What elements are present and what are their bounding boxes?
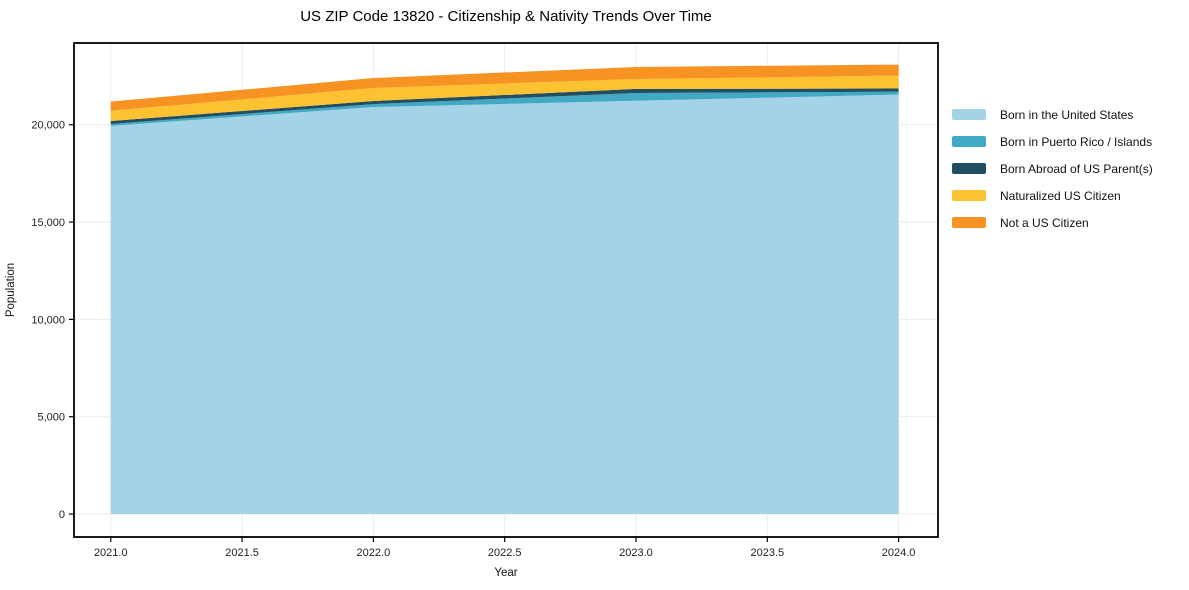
legend-label: Born in Puerto Rico / Islands [1000, 134, 1153, 149]
legend-item: Born in the United States [952, 101, 1153, 128]
legend-swatch [952, 217, 986, 228]
chart-title: US ZIP Code 13820 - Citizenship & Nativi… [300, 8, 712, 25]
x-tick-label: 2023.5 [750, 547, 784, 559]
legend-swatch [952, 136, 986, 147]
x-tick-label: 2022.0 [357, 547, 391, 559]
area-band-4 [110, 64, 899, 111]
legend: Born in the United States Born in Puerto … [952, 101, 1153, 236]
tick-labels: 2021.0 2021.5 2022.0 2022.5 2023.0 2023.5 2024… [31, 120, 915, 559]
legend-swatch [952, 163, 986, 174]
tick-marks [69, 124, 900, 542]
legend-label: Naturalized US Citizen [1000, 188, 1121, 203]
legend-label: Born Abroad of US Parent(s) [1000, 161, 1153, 176]
legend-item: Naturalized US Citizen [952, 182, 1153, 209]
x-tick-label: 2024.0 [882, 547, 916, 559]
y-tick-label: 0 [59, 509, 65, 521]
legend-item: Not a US Citizen [952, 209, 1153, 236]
y-tick-label: 10,000 [31, 314, 65, 326]
legend-swatch [952, 109, 986, 120]
legend-item: Born in Puerto Rico / Islands [952, 128, 1153, 155]
y-tick-label: 15,000 [31, 217, 65, 229]
stacked-area-bands [110, 64, 899, 515]
y-tick-label: 5,000 [37, 412, 65, 424]
area-band-3 [110, 75, 899, 122]
area-band-1 [110, 91, 899, 126]
y-axis-label: Population [5, 263, 17, 317]
x-tick-label: 2023.0 [619, 547, 653, 559]
x-tick-label: 2021.5 [225, 547, 259, 559]
legend-swatch [952, 190, 986, 201]
legend-item: Born Abroad of US Parent(s) [952, 155, 1153, 182]
area-band-2 [110, 88, 899, 124]
legend-label: Not a US Citizen [1000, 215, 1089, 230]
y-tick-label: 20,000 [31, 120, 65, 132]
area-band-0 [110, 94, 899, 515]
x-tick-label: 2021.0 [94, 547, 128, 559]
x-tick-label: 2022.5 [488, 547, 522, 559]
x-axis-label: Year [494, 567, 517, 579]
legend-label: Born in the United States [1000, 107, 1134, 122]
plot-frame [73, 42, 939, 538]
